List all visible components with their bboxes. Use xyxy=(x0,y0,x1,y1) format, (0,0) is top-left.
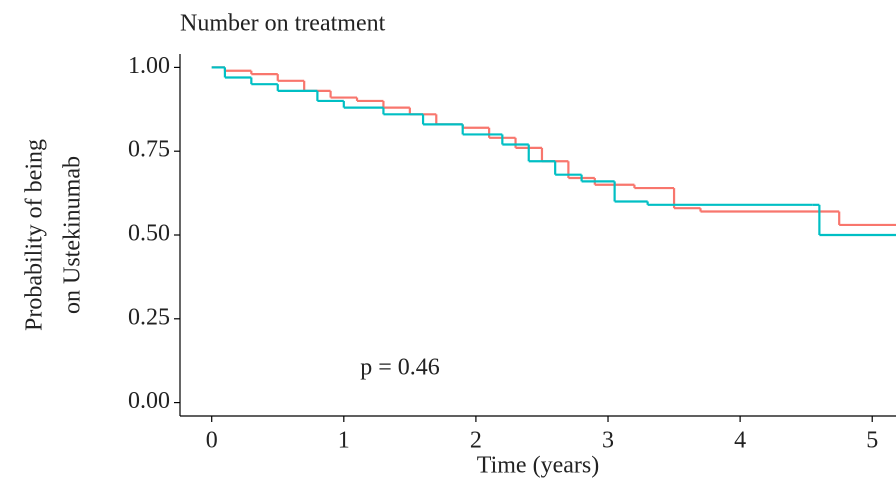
y-tick-label: 0.75 xyxy=(128,137,170,163)
x-tick-label: 2 xyxy=(470,428,482,454)
x-tick-label: 1 xyxy=(338,428,350,454)
x-tick-label: 0 xyxy=(206,428,218,454)
annotation: p = 0.46 xyxy=(360,355,440,381)
x-axis-label: Time (years) xyxy=(477,453,599,479)
x-tick-label: 5 xyxy=(866,428,878,454)
y-axis-label-line: Probability of being xyxy=(22,139,48,331)
y-axis-label: Probability of being on Ustekinumab xyxy=(22,139,86,331)
chart-title: Number on treatment xyxy=(180,11,386,37)
y-tick-label: 0.25 xyxy=(128,304,170,330)
y-tick-label: 1.00 xyxy=(128,53,170,79)
y-tick-label: 0.50 xyxy=(128,221,170,247)
x-tick-label: 4 xyxy=(734,428,746,454)
y-tick-label: 0.00 xyxy=(128,388,170,414)
y-axis-label-line: on Ustekinumab xyxy=(60,156,86,314)
x-tick-label: 3 xyxy=(602,428,614,454)
